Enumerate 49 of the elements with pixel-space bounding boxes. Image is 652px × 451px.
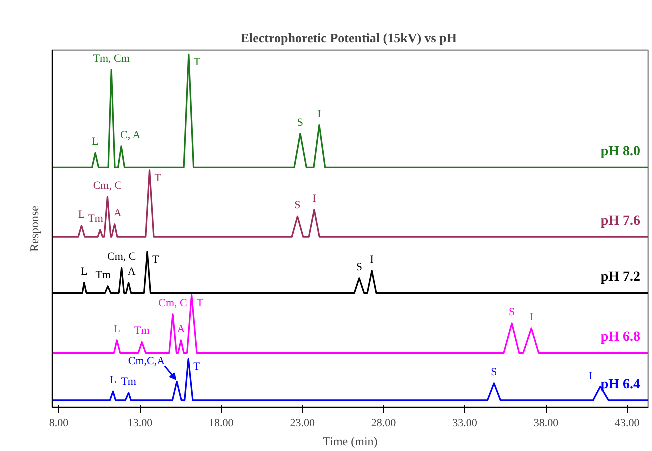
x-tick-label: 18.00 bbox=[209, 418, 234, 430]
annotation: Tm, Cm bbox=[93, 52, 130, 65]
series-label: pH 7.2 bbox=[600, 270, 641, 286]
annotation: S bbox=[491, 366, 498, 379]
annotation: L bbox=[92, 136, 100, 148]
x-tick-label: 23.00 bbox=[290, 418, 316, 430]
x-tick-label: 38.00 bbox=[534, 418, 560, 430]
annotation: Cm, C bbox=[158, 297, 188, 310]
annotation: I bbox=[318, 108, 322, 120]
annotation: S bbox=[356, 261, 362, 274]
annotation: T bbox=[196, 297, 204, 310]
annotation: I bbox=[312, 192, 317, 205]
annotation: T bbox=[194, 361, 201, 374]
x-tick-label: 43.00 bbox=[615, 418, 640, 430]
annotation: S bbox=[509, 306, 516, 319]
x-axis-title: Time (min) bbox=[323, 434, 378, 448]
series-label: pH 8.0 bbox=[600, 144, 641, 160]
series-label: pH 6.8 bbox=[600, 330, 641, 346]
annotation: A bbox=[114, 207, 122, 220]
annotation: S bbox=[297, 116, 304, 129]
annotation: Tm bbox=[134, 325, 150, 338]
annotation: T bbox=[154, 172, 162, 184]
annotation: Cm, C bbox=[93, 180, 122, 192]
annotation: Tm bbox=[96, 270, 112, 282]
annotation: I bbox=[530, 311, 534, 324]
x-tick-label: 8.00 bbox=[49, 418, 70, 430]
annotation: I bbox=[588, 370, 593, 383]
annotation: I bbox=[370, 254, 374, 266]
annotation: L bbox=[114, 323, 121, 336]
annotation: C, A bbox=[120, 129, 141, 142]
annotation: A bbox=[128, 266, 136, 278]
x-tick-label: 33.00 bbox=[452, 418, 478, 430]
annotation: L bbox=[110, 374, 117, 387]
annotation: A bbox=[177, 323, 186, 336]
annotation: Tm bbox=[121, 376, 137, 388]
annotation: S bbox=[294, 200, 301, 212]
annotation: T bbox=[194, 56, 201, 69]
x-tick-label: 13.00 bbox=[128, 418, 154, 430]
annotation: T bbox=[152, 254, 160, 266]
annotation: L bbox=[80, 266, 88, 278]
series-label: pH 7.6 bbox=[600, 214, 641, 230]
y-axis-title: Response bbox=[28, 206, 42, 252]
chart-title: Electrophoretic Potential (15kV) vs pH bbox=[240, 30, 457, 46]
annotation: Cm, C bbox=[107, 251, 136, 264]
series-label: pH 6.4 bbox=[600, 377, 641, 392]
annotation: L bbox=[78, 208, 86, 221]
x-tick-label: 28.00 bbox=[371, 418, 397, 430]
annotation: Cm,C,A bbox=[128, 356, 166, 368]
annotation: Tm bbox=[88, 213, 104, 226]
